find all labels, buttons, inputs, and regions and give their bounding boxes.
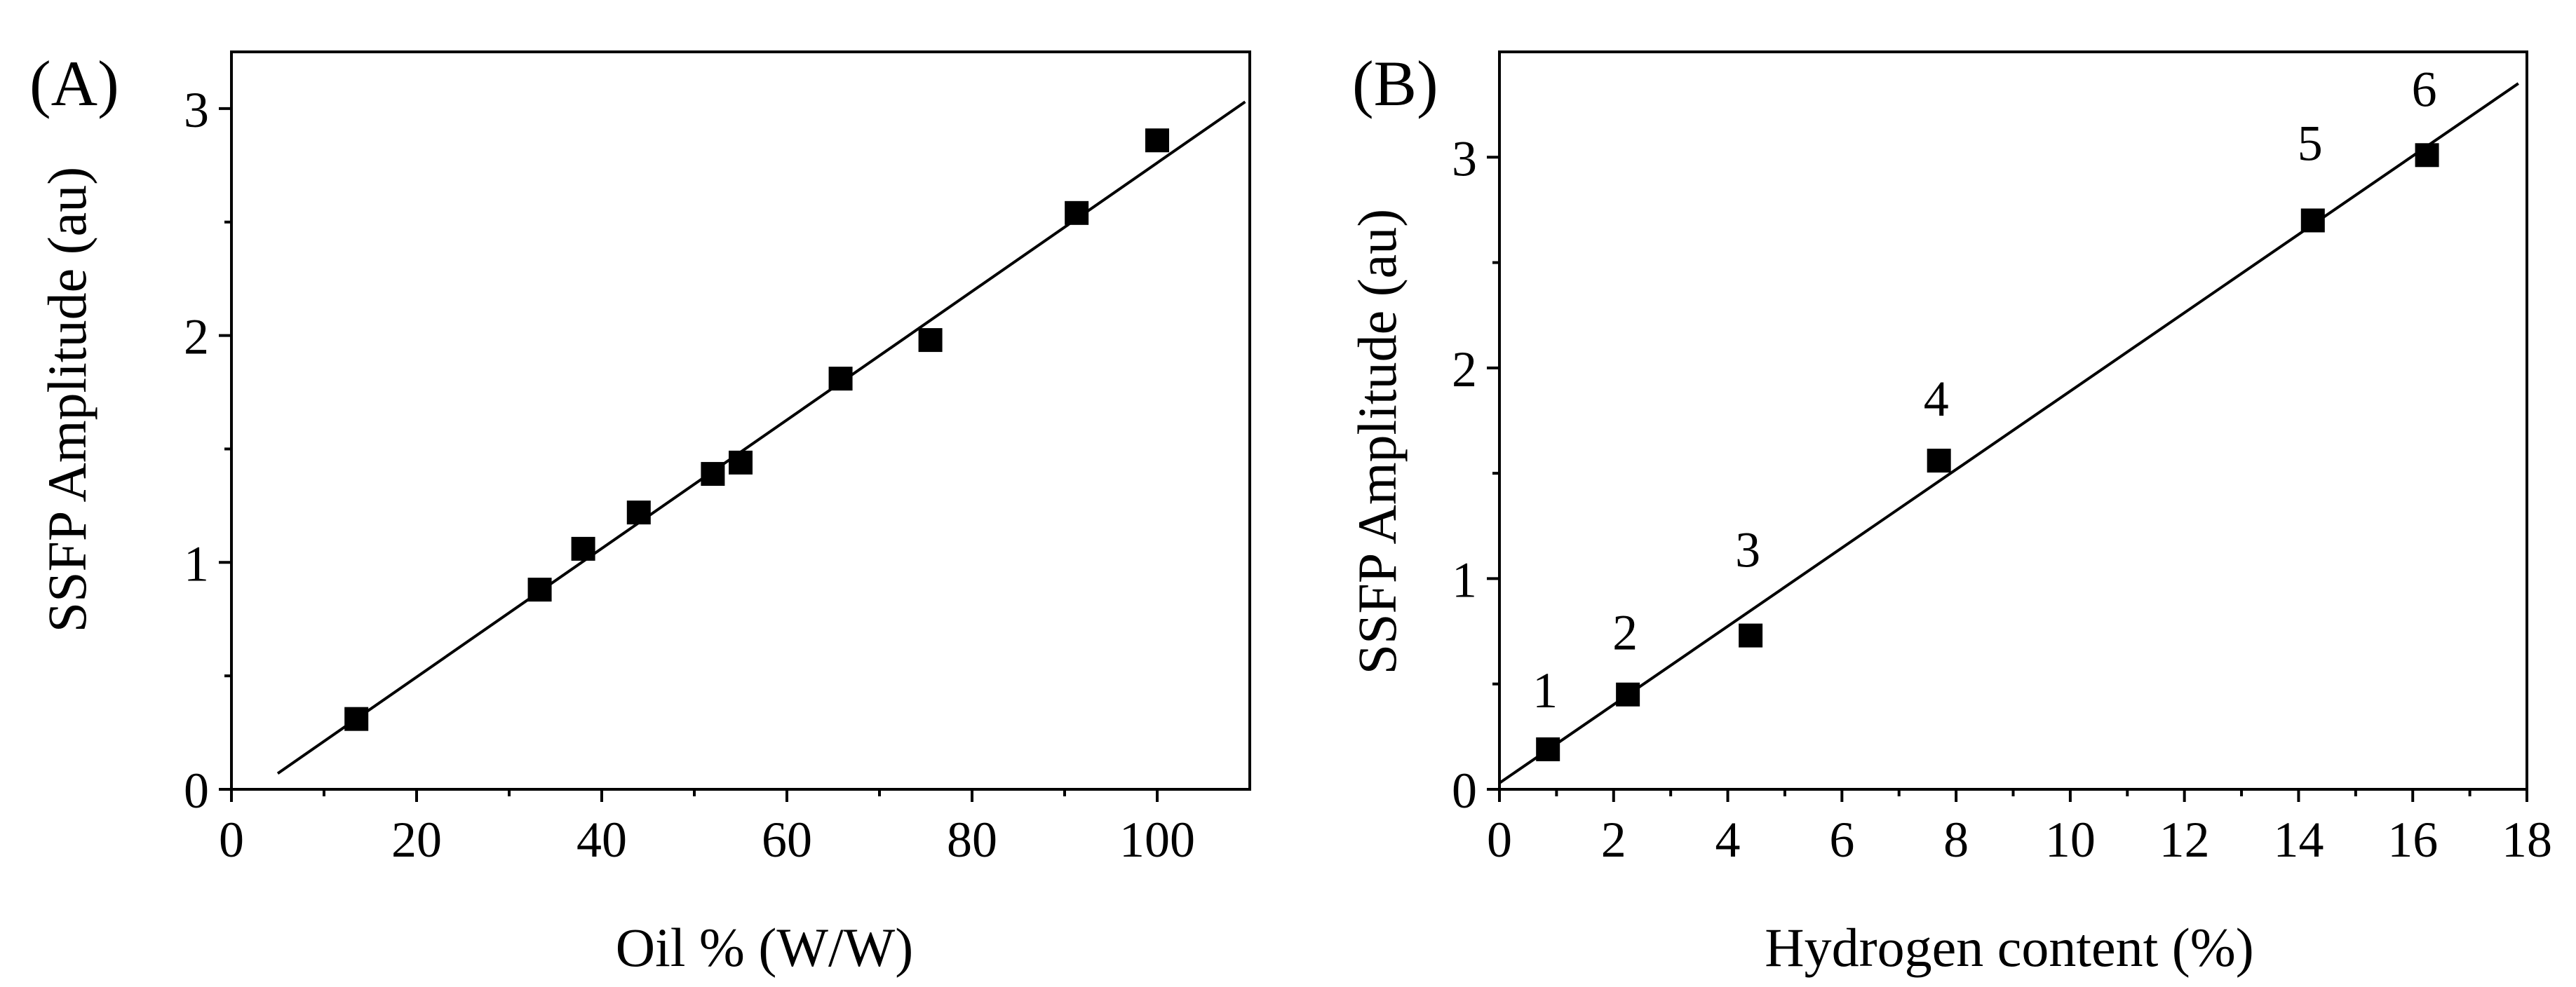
panel-b-y-tick-label: 2 xyxy=(1452,341,1477,397)
panel-a-x-tick-label: 20 xyxy=(391,812,442,868)
panel-a-data-point xyxy=(918,328,943,353)
panel-a-data-point xyxy=(344,707,369,731)
panel-b-data-point xyxy=(1616,682,1640,707)
panel-b-x-tick-label: 14 xyxy=(2273,812,2324,868)
panel-a: (A) 0 20 40 60 80 100 0 1 2 3 Oil % (W/W) SSFP Ampli… xyxy=(29,48,1251,978)
panel-a-fit-line xyxy=(276,100,1246,775)
panel-a-plot-frame xyxy=(230,50,1251,791)
panel-b-x-tick-label: 0 xyxy=(1487,812,1512,868)
panel-a-y-tick-label: 2 xyxy=(184,309,209,365)
panel-a-x-tick-label: 100 xyxy=(1119,812,1195,868)
panel-a-y-axis-title: SSFP Amplitude (au) xyxy=(36,167,97,633)
panel-b-y-axis-title: SSFP Amplitude (au) xyxy=(1347,209,1408,675)
panel-b-data-point xyxy=(2415,143,2439,168)
panel-b-x-tick-label: 18 xyxy=(2502,812,2552,868)
panel-a-data-point xyxy=(1065,200,1089,225)
panel-b-point-label: 5 xyxy=(2298,115,2323,171)
panel-a-x-tick-label: 60 xyxy=(762,812,812,868)
panel-a-data-point xyxy=(701,462,725,486)
panel-a-data-point xyxy=(571,536,595,561)
panel-b-x-tick-label: 2 xyxy=(1601,812,1626,868)
panel-b-x-tick-label: 12 xyxy=(2159,812,2210,868)
panel-b-y-tick-label: 3 xyxy=(1452,130,1477,186)
panel-b-point-label: 4 xyxy=(1924,371,1949,427)
panel-b-point-label: 1 xyxy=(1532,662,1558,719)
panel-b-x-tick-label: 4 xyxy=(1715,812,1741,868)
panel-a-data-point xyxy=(1145,128,1169,153)
panel-b-x-tick-label: 6 xyxy=(1829,812,1854,868)
panel-b-point-label: 3 xyxy=(1735,522,1760,578)
panel-b-x-axis-title: Hydrogen content (%) xyxy=(1765,917,2253,978)
panel-a-data-point xyxy=(828,367,853,391)
panel-a-y-tick-label: 0 xyxy=(184,763,209,819)
panel-b-data-point xyxy=(1536,737,1560,761)
panel-a-y-tick-label: 1 xyxy=(184,536,209,592)
panel-b-x-tick-label: 16 xyxy=(2387,812,2438,868)
panel-a-data-point xyxy=(527,578,552,602)
panel-b-data-point xyxy=(1739,623,1763,648)
panel-b-y-tick-label: 0 xyxy=(1452,763,1477,819)
panel-a-data-point xyxy=(626,501,651,525)
panel-b-data-point xyxy=(2300,208,2325,233)
panel-b-x-tick-label: 10 xyxy=(2045,812,2096,868)
panel-a-x-tick-label: 40 xyxy=(576,812,627,868)
panel-a-x-tick-label: 0 xyxy=(219,812,244,868)
panel-a-x-axis-title: Oil % (W/W) xyxy=(616,917,914,978)
panel-b-label: (B) xyxy=(1352,48,1438,119)
panel-b-data-point xyxy=(1927,449,1951,473)
panel-a-label: (A) xyxy=(29,48,119,119)
panel-b-point-label: 6 xyxy=(2412,61,2437,117)
panel-b-fit-line xyxy=(1498,82,2519,784)
panel-a-x-tick-label: 80 xyxy=(947,812,997,868)
panel-a-data-point xyxy=(729,450,753,475)
panel-b-x-tick-label: 8 xyxy=(1943,812,1969,868)
panel-b-point-label: 2 xyxy=(1612,605,1638,661)
panel-b-y-tick-label: 1 xyxy=(1452,552,1477,608)
panel-a-y-tick-label: 3 xyxy=(184,82,209,138)
